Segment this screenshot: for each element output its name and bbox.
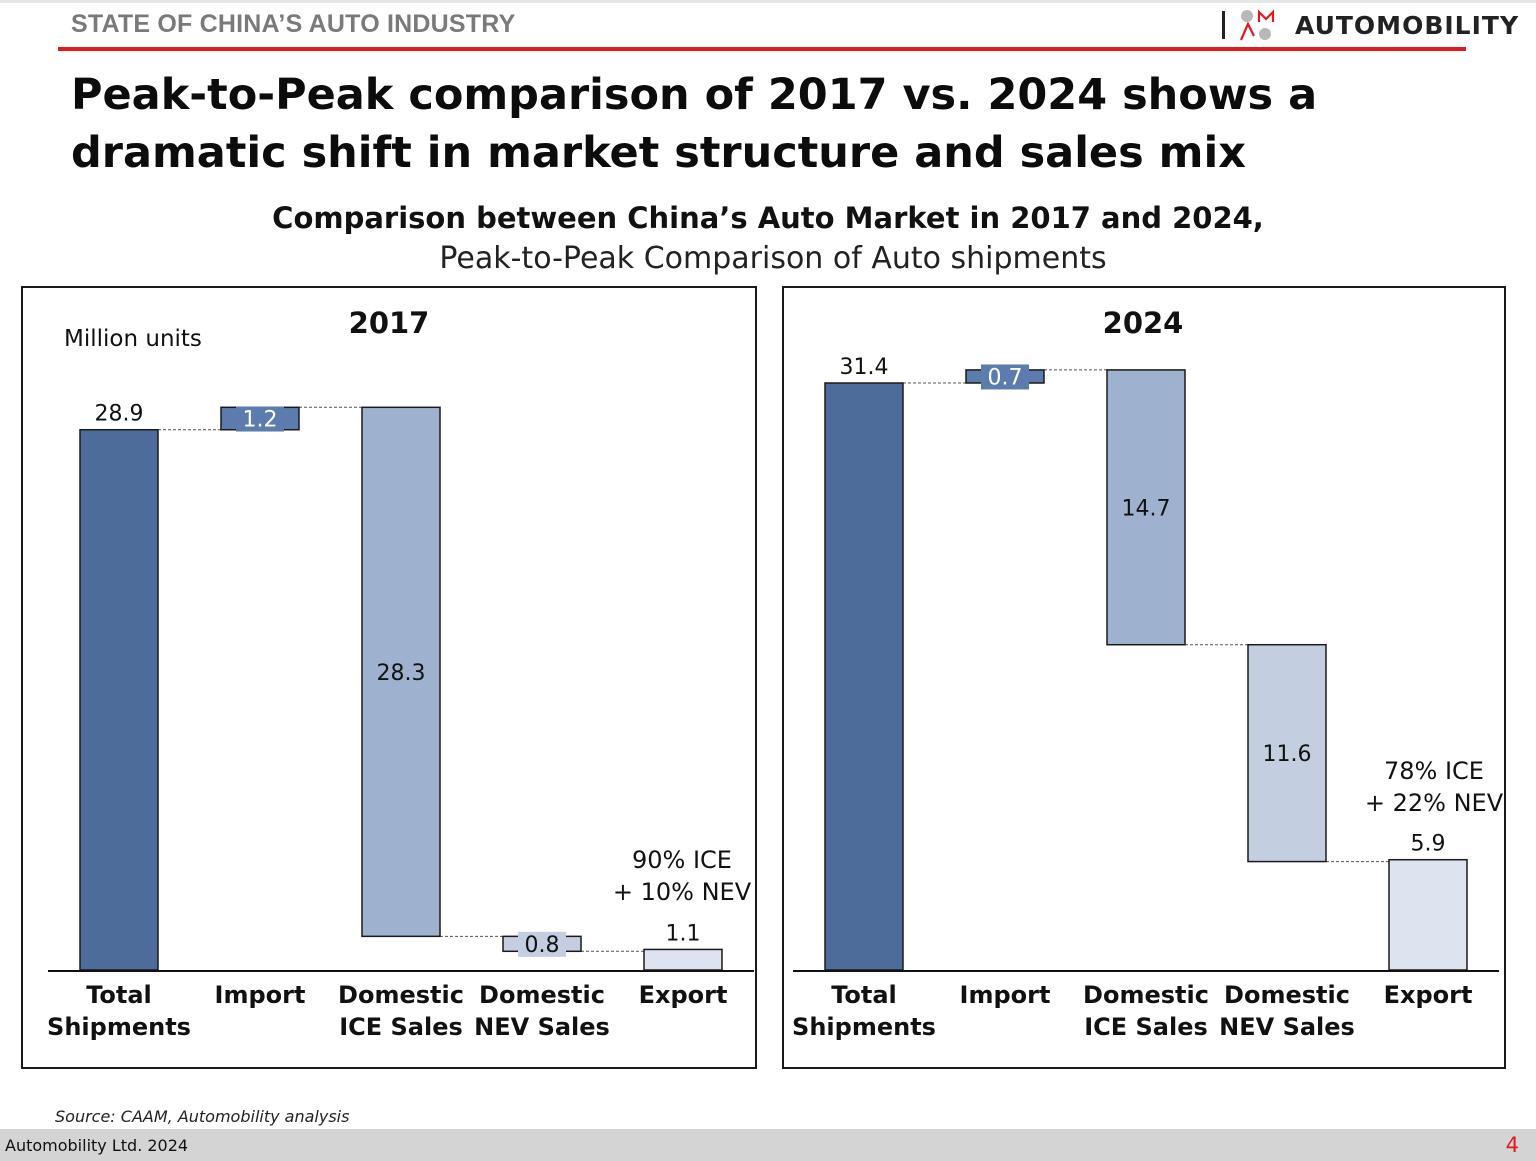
export-mix-annotation: 78% ICE xyxy=(1384,757,1484,785)
category-label-export: Export xyxy=(1384,981,1473,1009)
value-label-import: 1.2 xyxy=(243,408,278,433)
bar-export xyxy=(1388,858,1468,971)
value-label-domestic-ice-sales: 28.3 xyxy=(377,661,426,686)
bar-total-shipments xyxy=(79,428,159,971)
bar-domestic-ice-sales xyxy=(1106,369,1186,646)
value-label-domestic-ice-sales: 14.7 xyxy=(1122,496,1171,521)
page-number: 4 xyxy=(1505,1133,1519,1157)
top-border xyxy=(0,0,1536,3)
category-label-total-shipments: Total xyxy=(86,981,152,1009)
chart-panel-2017: 2017 Million units 28.9 1.2 28.3 0.8 1.1 Total S… xyxy=(21,286,757,1069)
value-label-total-shipments: 31.4 xyxy=(840,355,889,380)
category-label-domestic-ice-sales: Domestic xyxy=(1083,981,1209,1009)
chart-title: Comparison between China’s Auto Market i… xyxy=(272,201,1264,235)
footer-bar: Automobility Ltd. 2024 4 xyxy=(0,1129,1536,1161)
logo-text: AUTOMOBILITY xyxy=(1295,10,1520,40)
category-label-domestic-ice-sales: ICE Sales xyxy=(339,1013,463,1041)
export-mix-annotation: + 10% NEV xyxy=(613,878,752,906)
value-label-domestic-nev-sales: 0.8 xyxy=(525,933,560,958)
value-label-total-shipments: 28.9 xyxy=(95,402,144,427)
category-label-domestic-nev-sales: Domestic xyxy=(479,981,605,1009)
bar-total-shipments xyxy=(824,382,904,971)
value-label-domestic-nev-sales: 11.6 xyxy=(1263,742,1312,767)
source-note: Source: CAAM, Automobility analysis xyxy=(55,1107,350,1126)
category-label-domestic-nev-sales: NEV Sales xyxy=(474,1013,610,1041)
section-title: STATE OF CHINA’S AUTO INDUSTRY xyxy=(71,10,516,38)
category-label-import: Import xyxy=(215,981,306,1009)
value-label-bg xyxy=(518,931,566,957)
category-label-domestic-ice-sales: Domestic xyxy=(338,981,464,1009)
category-label-export: Export xyxy=(639,981,728,1009)
chart-panel-2024: 2024 31.4 0.7 14.7 11.6 5.9 Total Shipments Impo… xyxy=(782,286,1506,1069)
category-label-domestic-ice-sales: ICE Sales xyxy=(1084,1013,1208,1041)
value-label-export: 5.9 xyxy=(1411,832,1446,857)
value-label-import: 0.7 xyxy=(988,365,1023,390)
value-label-bg xyxy=(981,364,1029,390)
export-mix-annotation: 90% ICE xyxy=(632,846,732,874)
unit-label: Million units xyxy=(64,326,202,352)
page-headline: Peak-to-Peak comparison of 2017 vs. 2024… xyxy=(71,70,1318,178)
waterfall-chart-2024: 2024 31.4 0.7 14.7 11.6 5.9 Total Shipments Impo… xyxy=(792,306,1504,1041)
export-mix-annotation: + 22% NEV xyxy=(1365,789,1504,817)
category-label-import: Import xyxy=(960,981,1051,1009)
footer-company: Automobility Ltd. 2024 xyxy=(5,1136,189,1155)
logo-mark-icon xyxy=(1239,9,1275,41)
panel-title-2017: 2017 xyxy=(349,306,430,340)
bar-domestic-ice-sales xyxy=(361,406,441,938)
header-red-rule xyxy=(58,47,1466,51)
value-label-bg xyxy=(236,406,284,432)
category-label-total-shipments: Total xyxy=(831,981,897,1009)
automobility-logo: AUTOMOBILITY xyxy=(1222,8,1519,42)
waterfall-chart-2017: 2017 Million units 28.9 1.2 28.3 0.8 1.1 Total S… xyxy=(47,306,754,1041)
bar-export xyxy=(643,948,723,971)
panel-title-2024: 2024 xyxy=(1103,306,1184,340)
category-label-domestic-nev-sales: Domestic xyxy=(1224,981,1350,1009)
category-label-total-shipments: Shipments xyxy=(792,1013,936,1041)
logo-divider xyxy=(1222,11,1225,39)
category-label-domestic-nev-sales: NEV Sales xyxy=(1219,1013,1355,1041)
bar-domestic-nev-sales xyxy=(1247,643,1327,863)
category-label-total-shipments: Shipments xyxy=(47,1013,191,1041)
chart-subtitle: Peak-to-Peak Comparison of Auto shipment… xyxy=(439,241,1107,276)
value-label-export: 1.1 xyxy=(666,921,701,946)
